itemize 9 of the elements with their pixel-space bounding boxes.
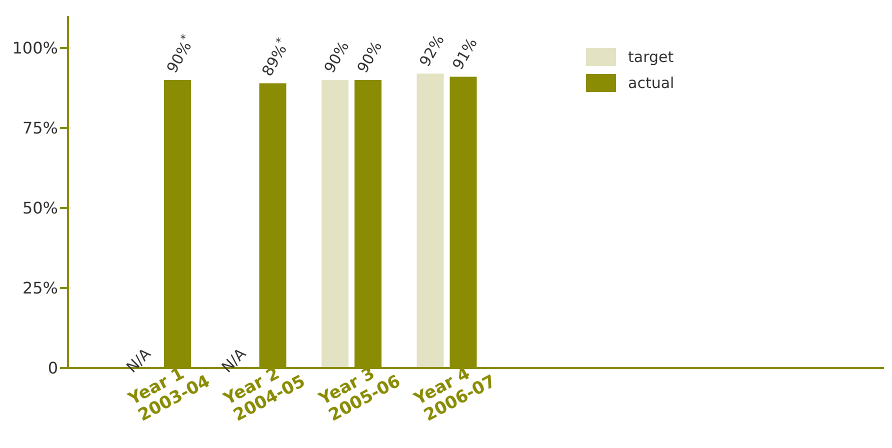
y-tick-label: 50% xyxy=(22,198,58,218)
text: N/A xyxy=(218,344,250,376)
text: N/A xyxy=(122,344,154,376)
y-tick-label: 100% xyxy=(12,38,58,58)
y-tick-label: 25% xyxy=(22,278,58,298)
y-tick-label: 0 xyxy=(48,358,58,378)
legend-label: target xyxy=(628,48,674,66)
y-tick-label: 75% xyxy=(22,118,58,138)
legend-label: actual xyxy=(628,74,674,92)
